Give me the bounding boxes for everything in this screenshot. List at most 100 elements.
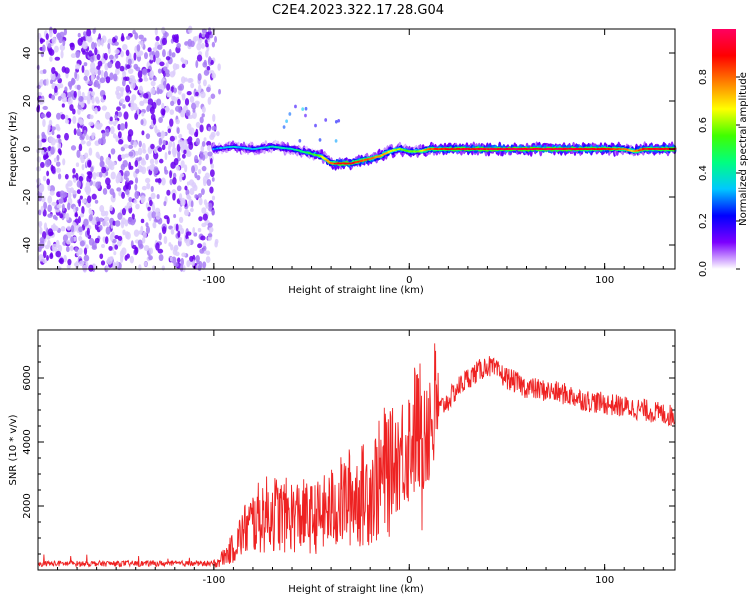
spectrogram-noise-blob	[173, 34, 179, 41]
spectrogram-noise-blob	[197, 73, 202, 81]
spectrogram-noise-blob	[187, 25, 193, 34]
spectrogram-noise-blob	[171, 52, 176, 58]
spectrogram-noise-blob	[85, 187, 91, 196]
spectrogram-noise-blob	[64, 86, 68, 93]
spectrogram-noise-blob	[64, 132, 69, 141]
spectrogram-noise-blob	[117, 111, 123, 118]
spectrogram-noise-blob	[83, 218, 89, 227]
spectrogram-noise-blob	[176, 127, 180, 134]
spectrogram-noise-blob	[67, 180, 73, 187]
spectrogram-noise-blob	[70, 236, 75, 244]
spectrogram-noise-blob	[47, 239, 51, 248]
spectrogram-noise-blob	[88, 264, 94, 272]
snr-x-tick-label: 100	[595, 575, 614, 586]
spectrogram-noise-blob	[38, 254, 44, 262]
spectrogram-noise-blob	[191, 102, 197, 110]
spectrogram-noise-blob	[201, 28, 207, 34]
spectrogram-noise-blob	[97, 60, 103, 67]
spectrogram-noise-blob	[36, 156, 41, 163]
spectrogram-noise-blob	[67, 202, 71, 211]
spectrogram-noise-blob	[153, 146, 158, 154]
spectrogram-noise-blob	[122, 79, 126, 87]
spectrogram-noise-blob	[65, 246, 70, 253]
spectrogram-noise-blob	[170, 244, 174, 251]
spectrogram-noise-blob	[178, 133, 183, 139]
spectrogram-noise-blob	[58, 198, 64, 204]
spectrogram-signal-trace	[212, 104, 677, 171]
spectrogram-noise-blob	[63, 28, 68, 36]
spectrogram-noise-blob	[122, 70, 127, 78]
spectrogram-noise-blob	[201, 106, 206, 113]
spectrogram-noise-blob	[188, 141, 194, 150]
spectrogram-noise-blob	[186, 260, 191, 268]
spectrogram-noise-blob	[201, 113, 205, 118]
spectrogram-noise-blob	[73, 90, 77, 98]
spectrogram-noise-blob	[155, 242, 160, 251]
spectrogram-noise-blob	[115, 175, 120, 184]
spectrogram-noise-blob	[211, 195, 216, 201]
spectrogram-noise-blob	[177, 98, 181, 106]
spectrogram-noise-blob	[183, 149, 187, 155]
spectrogram-noise-blob	[181, 63, 186, 69]
spectrogram-noise-blob	[114, 49, 120, 54]
spectrogram-noise-blob	[138, 230, 143, 235]
spectrogram-noise-blob	[195, 128, 199, 138]
spectrogram-noise-blob	[158, 232, 162, 241]
spectrogram-noise-blob	[43, 154, 47, 161]
spectrogram-noise-blob	[156, 194, 160, 200]
spectrogram-noise-blob	[184, 185, 188, 191]
spectrogram-noise-blob	[117, 154, 123, 162]
spectrogram-noise-blob	[60, 193, 66, 199]
spectrogram-noise-blob	[138, 50, 144, 56]
spectrogram-noise-blob	[197, 227, 202, 233]
spectrogram-noise-blob	[86, 97, 91, 105]
spectrogram-noise-blob	[201, 33, 205, 38]
spectrogram-noise-blob	[177, 89, 182, 95]
spectrogram-noise-blob	[114, 220, 121, 227]
spectrogram-noise-blob	[190, 207, 194, 213]
spectrogram-noise-blob	[180, 110, 186, 118]
spectrogram-noise-blob	[201, 222, 207, 228]
spectrogram-noise-blob	[180, 257, 184, 267]
spectrogram-noise-blob	[152, 47, 158, 52]
spectrogram-noise-blob	[90, 166, 94, 173]
spectrogram-noise-blob	[56, 204, 62, 209]
spectrogram-noise-blob	[130, 81, 136, 90]
spectrogram-noise-blob	[166, 216, 170, 225]
spectrogram-noise-blob	[174, 251, 180, 257]
spectrogram-noise-blob	[190, 200, 194, 208]
spectrogram-x-ticks: -100 0 100	[57, 29, 664, 286]
spectrogram-noise-blob	[57, 148, 62, 155]
spectrogram-noise-blob	[76, 180, 82, 188]
spectrogram-noise-blob	[186, 195, 192, 200]
spectrogram-noise-blob	[127, 133, 132, 143]
spectrogram-noise-blob	[140, 40, 144, 48]
spectrogram-signal-mark	[304, 113, 307, 118]
spectrogram-noise-blob	[111, 231, 115, 238]
spectrogram-noise-blob	[45, 78, 49, 86]
spectrogram-noise-blob	[207, 151, 213, 157]
spectrogram-noise-blob	[125, 76, 130, 81]
spectrogram-noise-blob	[162, 66, 168, 71]
spectrogram-noise-blob	[141, 111, 145, 117]
spectrogram-noise-blob	[145, 225, 151, 234]
spectrogram-noise-blob	[164, 151, 168, 161]
spectrogram-noise-blob	[148, 255, 153, 261]
spectrogram-noise-blob	[137, 239, 143, 248]
spectrogram-noise-blob	[210, 93, 216, 99]
spectrogram-noise-blob	[138, 140, 142, 148]
spectrogram-noise-blob	[48, 49, 55, 56]
spectrogram-noise-blob	[78, 95, 84, 102]
spectrogram-noise-blob	[109, 72, 114, 81]
spectrogram-noise-blob	[42, 258, 48, 264]
spectrogram-noise-blob	[90, 75, 94, 82]
spectrogram-noise-blob	[82, 50, 87, 55]
spectrogram-noise-blob	[77, 37, 83, 46]
colorbar-tick-label: 0.6	[698, 117, 709, 133]
spectrogram-noise-blob	[130, 98, 135, 108]
spectrogram-noise-blob	[40, 161, 45, 169]
spectrogram-noise-blob	[125, 189, 130, 196]
spectrogram-noise-blob	[70, 145, 77, 151]
spectrogram-noise-blob	[128, 196, 133, 203]
spectrogram-noise-blob	[55, 250, 62, 258]
